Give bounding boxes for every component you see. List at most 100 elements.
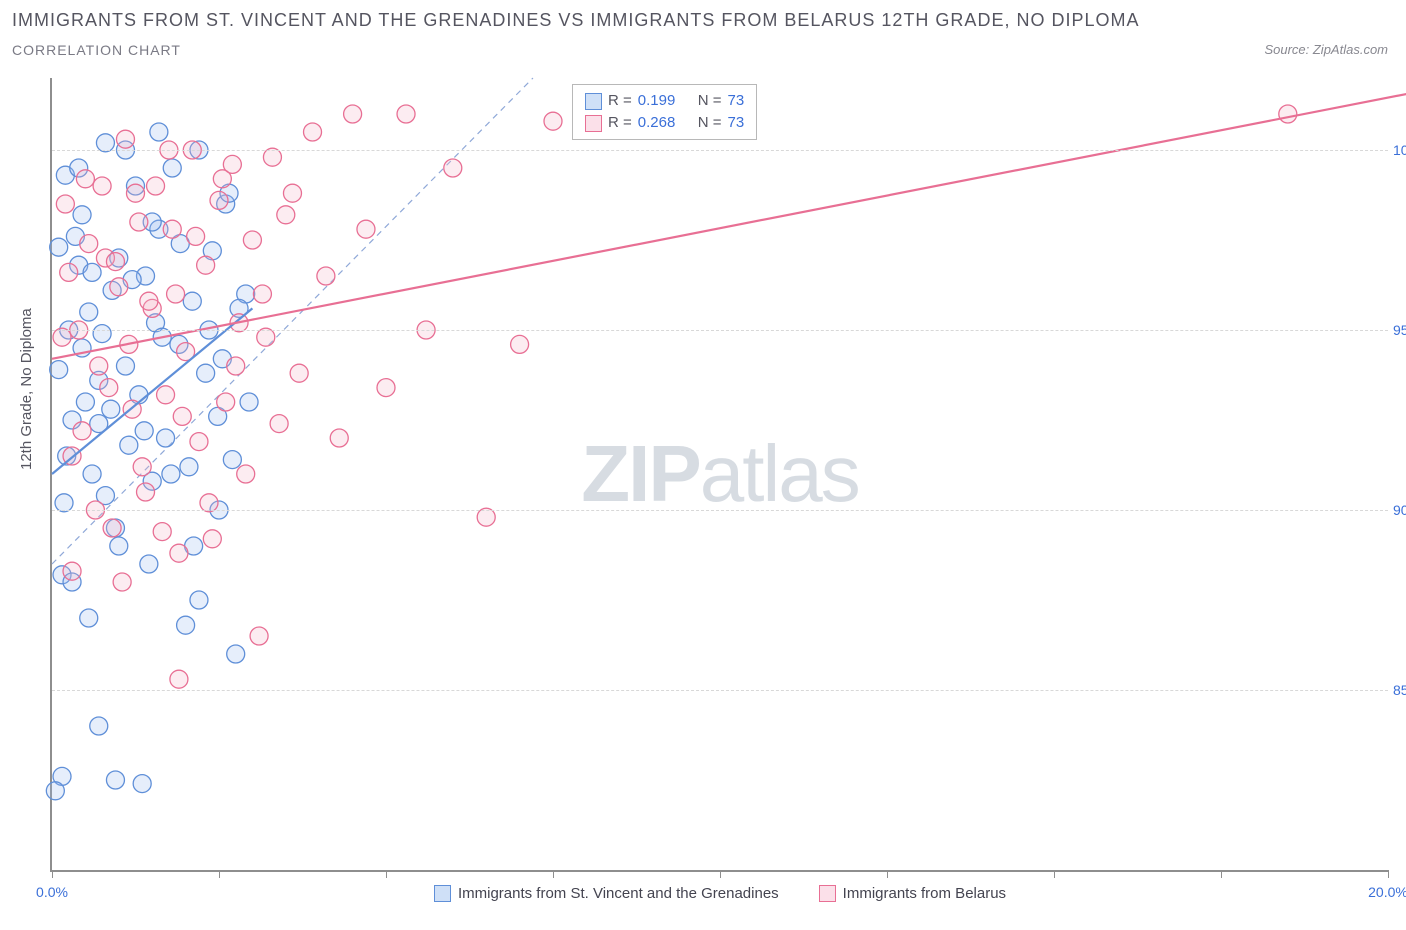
y-tick-label: 95.0%: [1393, 322, 1406, 338]
scatter-point-belarus: [140, 292, 158, 310]
scatter-point-belarus: [1279, 105, 1297, 123]
stats-swatch: [585, 93, 602, 110]
scatter-point-belarus: [511, 335, 529, 353]
scatter-point-svg: [106, 771, 124, 789]
stats-box: R = 0.199 N = 73R =0.268N =73: [572, 84, 757, 140]
scatter-point-belarus: [397, 105, 415, 123]
scatter-point-svg: [120, 436, 138, 454]
y-axis-label: 12th Grade, No Diploma: [18, 308, 35, 470]
scatter-point-svg: [163, 159, 181, 177]
x-tick: [386, 870, 387, 878]
scatter-point-belarus: [210, 191, 228, 209]
scatter-point-belarus: [147, 177, 165, 195]
scatter-point-belarus: [544, 112, 562, 130]
scatter-point-belarus: [90, 357, 108, 375]
scatter-point-belarus: [73, 422, 91, 440]
scatter-point-belarus: [203, 530, 221, 548]
scatter-point-belarus: [76, 170, 94, 188]
scatter-point-belarus: [277, 206, 295, 224]
stat-r-value: 0.199: [638, 90, 692, 112]
legend-label: Immigrants from Belarus: [843, 885, 1006, 902]
scatter-point-svg: [46, 782, 64, 800]
stat-r-value: 0.268: [638, 112, 692, 134]
scatter-point-belarus: [173, 407, 191, 425]
scatter-point-belarus: [116, 130, 134, 148]
scatter-point-belarus: [237, 465, 255, 483]
scatter-point-svg: [177, 616, 195, 634]
scatter-point-svg: [197, 364, 215, 382]
source-label: Source: ZipAtlas.com: [1264, 42, 1388, 57]
scatter-point-svg: [50, 361, 68, 379]
y-tick-label: 85.0%: [1393, 682, 1406, 698]
scatter-point-svg: [102, 400, 120, 418]
y-tick-label: 90.0%: [1393, 502, 1406, 518]
stat-r-label: R =: [608, 90, 632, 112]
scatter-point-svg: [150, 123, 168, 141]
stat-n-label: N =: [698, 90, 722, 112]
scatter-point-belarus: [253, 285, 271, 303]
scatter-point-svg: [83, 263, 101, 281]
scatter-point-belarus: [290, 364, 308, 382]
scatter-point-svg: [83, 465, 101, 483]
scatter-point-belarus: [137, 483, 155, 501]
scatter-point-belarus: [113, 573, 131, 591]
scatter-point-belarus: [344, 105, 362, 123]
stats-row-belarus: R =0.268N =73: [585, 112, 744, 134]
scatter-point-svg: [240, 393, 258, 411]
scatter-point-belarus: [63, 562, 81, 580]
scatter-point-belarus: [133, 458, 151, 476]
scatter-point-svg: [223, 451, 241, 469]
scatter-point-belarus: [170, 670, 188, 688]
scatter-point-belarus: [304, 123, 322, 141]
x-tick: [887, 870, 888, 878]
x-tick: [720, 870, 721, 878]
legend-bottom: Immigrants from St. Vincent and the Gren…: [52, 885, 1388, 902]
scatter-point-belarus: [130, 213, 148, 231]
legend-swatch: [434, 885, 451, 902]
stat-n-value: 73: [728, 112, 745, 134]
scatter-point-belarus: [377, 379, 395, 397]
scatter-point-belarus: [167, 285, 185, 303]
stat-n-value: 73: [728, 90, 745, 112]
scatter-point-belarus: [170, 544, 188, 562]
scatter-point-belarus: [227, 357, 245, 375]
chart-title: IMMIGRANTS FROM ST. VINCENT AND THE GREN…: [12, 10, 1139, 31]
scatter-point-svg: [133, 775, 151, 793]
scatter-point-svg: [183, 292, 201, 310]
x-tick: [1221, 870, 1222, 878]
legend-swatch: [819, 885, 836, 902]
x-tick: [1054, 870, 1055, 878]
scatter-point-belarus: [197, 256, 215, 274]
scatter-point-belarus: [317, 267, 335, 285]
y-tick-label: 100.0%: [1393, 142, 1406, 158]
scatter-point-svg: [180, 458, 198, 476]
scatter-point-svg: [157, 429, 175, 447]
scatter-point-belarus: [270, 415, 288, 433]
scatter-point-svg: [110, 537, 128, 555]
scatter-point-svg: [116, 357, 134, 375]
scatter-point-belarus: [213, 170, 231, 188]
scatter-point-svg: [135, 422, 153, 440]
scatter-point-belarus: [103, 519, 121, 537]
legend-label: Immigrants from St. Vincent and the Gren…: [458, 885, 779, 902]
scatter-point-belarus: [56, 195, 74, 213]
x-tick: [219, 870, 220, 878]
scatter-point-svg: [80, 303, 98, 321]
scatter-point-belarus: [357, 220, 375, 238]
gridline-h: [52, 150, 1388, 151]
x-tick-label: 20.0%: [1368, 884, 1406, 900]
scatter-point-belarus: [190, 433, 208, 451]
x-tick-label: 0.0%: [36, 884, 68, 900]
scatter-point-belarus: [283, 184, 301, 202]
scatter-point-belarus: [110, 278, 128, 296]
scatter-point-belarus: [163, 220, 181, 238]
legend-item-svg: Immigrants from St. Vincent and the Gren…: [434, 885, 779, 902]
scatter-point-belarus: [93, 177, 111, 195]
scatter-point-belarus: [217, 393, 235, 411]
scatter-point-belarus: [100, 379, 118, 397]
x-tick: [52, 870, 53, 878]
scatter-point-belarus: [187, 227, 205, 245]
scatter-point-svg: [50, 238, 68, 256]
scatter-point-belarus: [444, 159, 462, 177]
x-tick: [1388, 870, 1389, 878]
